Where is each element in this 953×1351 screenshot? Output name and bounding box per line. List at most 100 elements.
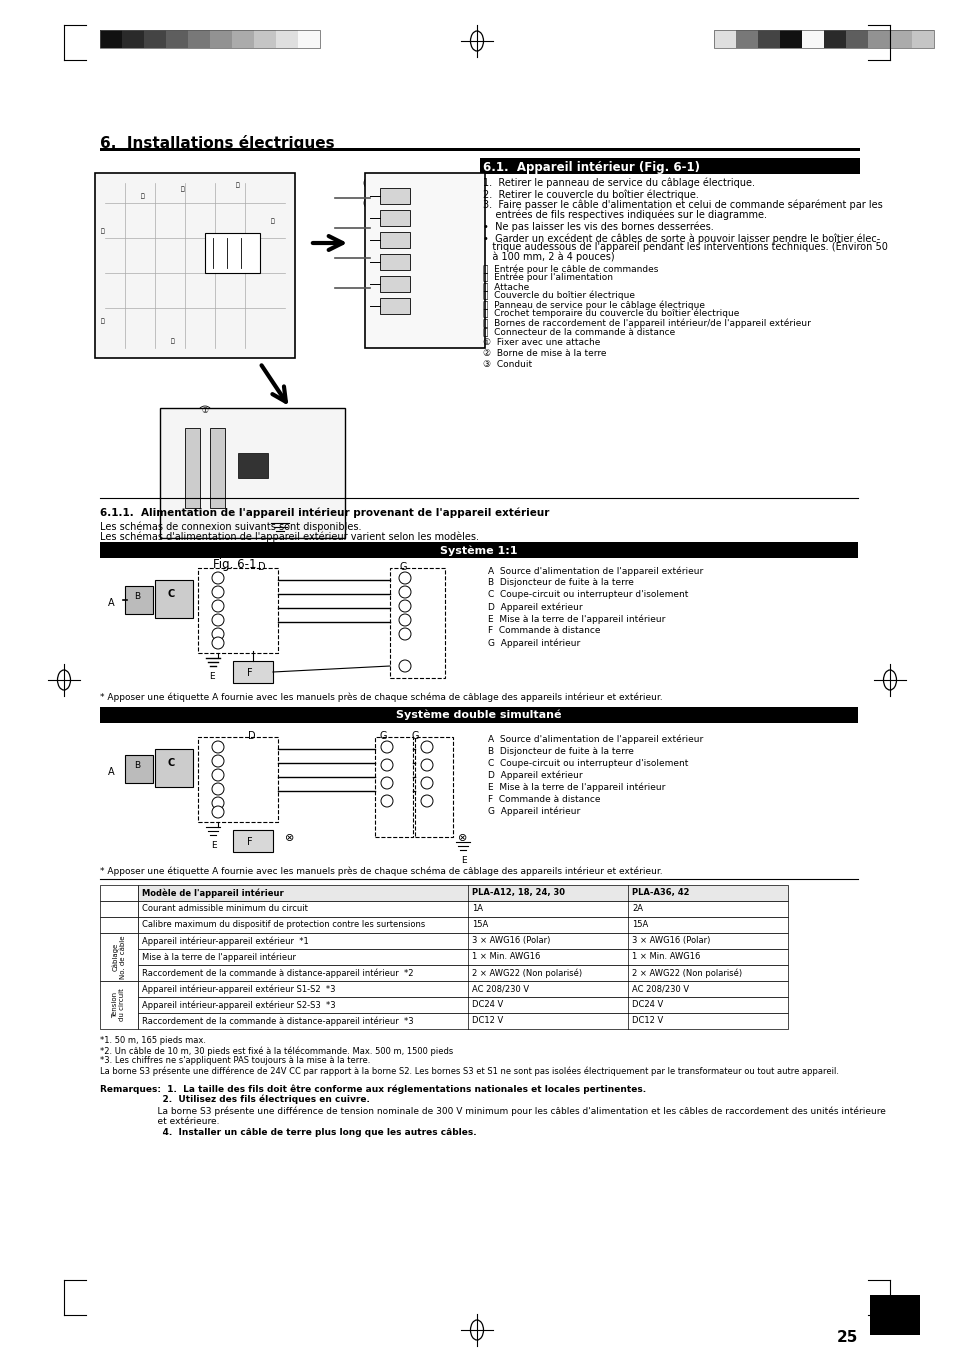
- Text: *3. Les chiffres ne s'appliquent PAS toujours à la mise à la terre.: *3. Les chiffres ne s'appliquent PAS tou…: [100, 1056, 370, 1065]
- Text: ⊗: ⊗: [457, 834, 467, 843]
- Text: A  Source d'alimentation de l'appareil extérieur: A Source d'alimentation de l'appareil ex…: [488, 566, 702, 576]
- Circle shape: [380, 794, 393, 807]
- Circle shape: [380, 759, 393, 771]
- Circle shape: [212, 586, 224, 598]
- Text: Modèle de l'appareil intérieur: Modèle de l'appareil intérieur: [142, 888, 283, 897]
- Text: *1. 50 m, 165 pieds max.: *1. 50 m, 165 pieds max.: [100, 1036, 206, 1046]
- Bar: [122, 30, 144, 49]
- Bar: [845, 30, 867, 49]
- Text: Ⓔ  Panneau de service pour le câblage électrique: Ⓔ Panneau de service pour le câblage éle…: [482, 300, 704, 309]
- Text: 15A: 15A: [472, 920, 488, 929]
- Bar: [100, 30, 319, 49]
- Text: 6.  Installations électriques: 6. Installations électriques: [100, 135, 335, 151]
- Bar: [138, 948, 787, 965]
- Text: ②  Borne de mise à la terre: ② Borne de mise à la terre: [482, 349, 606, 358]
- Text: 15A: 15A: [631, 920, 648, 929]
- Text: C  Coupe-circuit ou interrupteur d'isolement: C Coupe-circuit ou interrupteur d'isolem…: [488, 759, 688, 767]
- Text: entrées de fils respectives indiquées sur le diagramme.: entrées de fils respectives indiquées su…: [482, 209, 766, 219]
- Bar: [198, 738, 277, 821]
- Bar: [237, 453, 268, 478]
- Text: 2.  Utilisez des fils électriques en cuivre.: 2. Utilisez des fils électriques en cuiv…: [100, 1096, 370, 1105]
- Bar: [365, 173, 484, 349]
- Text: A: A: [108, 767, 114, 777]
- Bar: [210, 428, 225, 508]
- Text: Calibre maximum du dispositif de protection contre les surtensions: Calibre maximum du dispositif de protect…: [142, 920, 425, 929]
- Text: trique audessous de l'appareil pendant les interventions techniques. (Environ 50: trique audessous de l'appareil pendant l…: [482, 242, 887, 253]
- Bar: [160, 408, 345, 538]
- Text: E  Mise à la terre de l'appareil intérieur: E Mise à la terre de l'appareil intérieu…: [488, 784, 664, 793]
- Text: •  Ne pas laisser les vis des bornes desserrées.: • Ne pas laisser les vis des bornes dess…: [482, 222, 713, 232]
- Text: D  Appareil extérieur: D Appareil extérieur: [488, 603, 582, 612]
- Text: Ⓑ  Entrée pour l'alimentation: Ⓑ Entrée pour l'alimentation: [482, 273, 613, 282]
- Bar: [100, 707, 857, 723]
- Text: AC 208/230 V: AC 208/230 V: [631, 984, 688, 993]
- Circle shape: [212, 638, 224, 648]
- Text: DC24 V: DC24 V: [631, 1000, 662, 1009]
- Text: ③  Conduit: ③ Conduit: [482, 359, 532, 369]
- Bar: [735, 30, 758, 49]
- Text: 3.  Faire passer le câble d'alimentation et celui de commande séparément par les: 3. Faire passer le câble d'alimentation …: [482, 200, 882, 211]
- Bar: [100, 30, 122, 49]
- Bar: [232, 30, 253, 49]
- Bar: [138, 901, 787, 917]
- Text: G  Appareil intérieur: G Appareil intérieur: [488, 807, 579, 816]
- Text: Courant admissible minimum du circuit: Courant admissible minimum du circuit: [142, 904, 308, 913]
- Text: Ⓐ  Entrée pour le câble de commandes: Ⓐ Entrée pour le câble de commandes: [482, 263, 658, 273]
- Bar: [205, 232, 260, 273]
- Text: ①: ①: [201, 407, 208, 415]
- Circle shape: [212, 797, 224, 809]
- Bar: [758, 30, 780, 49]
- Text: et extérieure.: et extérieure.: [100, 1117, 219, 1125]
- Text: A: A: [108, 598, 114, 608]
- Bar: [166, 30, 188, 49]
- Text: B: B: [133, 592, 140, 601]
- Circle shape: [398, 586, 411, 598]
- Bar: [801, 30, 823, 49]
- Bar: [253, 30, 275, 49]
- Text: ①  Fixer avec une attache: ① Fixer avec une attache: [482, 338, 599, 347]
- Text: DC12 V: DC12 V: [631, 1016, 662, 1025]
- Bar: [233, 661, 273, 684]
- Text: B  Disjoncteur de fuite à la terre: B Disjoncteur de fuite à la terre: [488, 578, 633, 586]
- Text: DC24 V: DC24 V: [472, 1000, 503, 1009]
- Bar: [188, 30, 210, 49]
- Bar: [713, 30, 735, 49]
- Bar: [889, 30, 911, 49]
- Bar: [379, 209, 410, 226]
- Bar: [100, 885, 138, 901]
- Text: Fig. 6-1: Fig. 6-1: [213, 558, 256, 571]
- Bar: [713, 30, 933, 49]
- Text: Raccordement de la commande à distance-appareil intérieur  *2: Raccordement de la commande à distance-a…: [142, 969, 413, 978]
- Bar: [379, 188, 410, 204]
- Text: Remarques:  1.  La taille des fils doit être conforme aux réglementations nation: Remarques: 1. La taille des fils doit êt…: [100, 1084, 645, 1093]
- Text: PLA-A36, 42: PLA-A36, 42: [631, 888, 689, 897]
- Bar: [379, 232, 410, 249]
- Text: Les schémas de connexion suivants sont disponibles.: Les schémas de connexion suivants sont d…: [100, 521, 361, 531]
- Text: Les schémas d'alimentation de l'appareil extérieur varient selon les modèles.: Les schémas d'alimentation de l'appareil…: [100, 531, 478, 542]
- Text: D: D: [257, 562, 265, 571]
- Text: Ⓒ  Attache: Ⓒ Attache: [482, 282, 529, 290]
- Bar: [138, 981, 787, 997]
- Bar: [390, 567, 444, 678]
- Bar: [138, 934, 787, 948]
- Text: C  Coupe-circuit ou interrupteur d'isolement: C Coupe-circuit ou interrupteur d'isolem…: [488, 590, 688, 598]
- Circle shape: [398, 613, 411, 626]
- Circle shape: [398, 661, 411, 671]
- Text: F  Commande à distance: F Commande à distance: [488, 794, 599, 804]
- Text: * Apposer une étiquette A fournie avec les manuels près de chaque schéma de câbl: * Apposer une étiquette A fournie avec l…: [100, 867, 662, 877]
- Text: Ⓙ: Ⓙ: [141, 193, 145, 199]
- Bar: [154, 748, 193, 788]
- Bar: [210, 30, 232, 49]
- Text: DC12 V: DC12 V: [472, 1016, 503, 1025]
- Text: A  Source d'alimentation de l'appareil extérieur: A Source d'alimentation de l'appareil ex…: [488, 735, 702, 744]
- Bar: [823, 30, 845, 49]
- Bar: [100, 542, 857, 558]
- Text: *2. Un câble de 10 m, 30 pieds est fixé à la télécommande. Max. 500 m, 1500 pied: *2. Un câble de 10 m, 30 pieds est fixé …: [100, 1046, 453, 1055]
- Text: Ⓓ  Couvercle du boîtier électrique: Ⓓ Couvercle du boîtier électrique: [482, 290, 635, 300]
- Text: Appareil intérieur-appareil extérieur S1-S2  *3: Appareil intérieur-appareil extérieur S1…: [142, 984, 335, 993]
- Text: * Apposer une étiquette A fournie avec les manuels près de chaque schéma de câbl: * Apposer une étiquette A fournie avec l…: [100, 693, 662, 703]
- Text: C: C: [168, 758, 175, 767]
- Text: G: G: [379, 731, 387, 740]
- Text: Système double simultané: Système double simultané: [395, 711, 561, 720]
- Circle shape: [398, 628, 411, 640]
